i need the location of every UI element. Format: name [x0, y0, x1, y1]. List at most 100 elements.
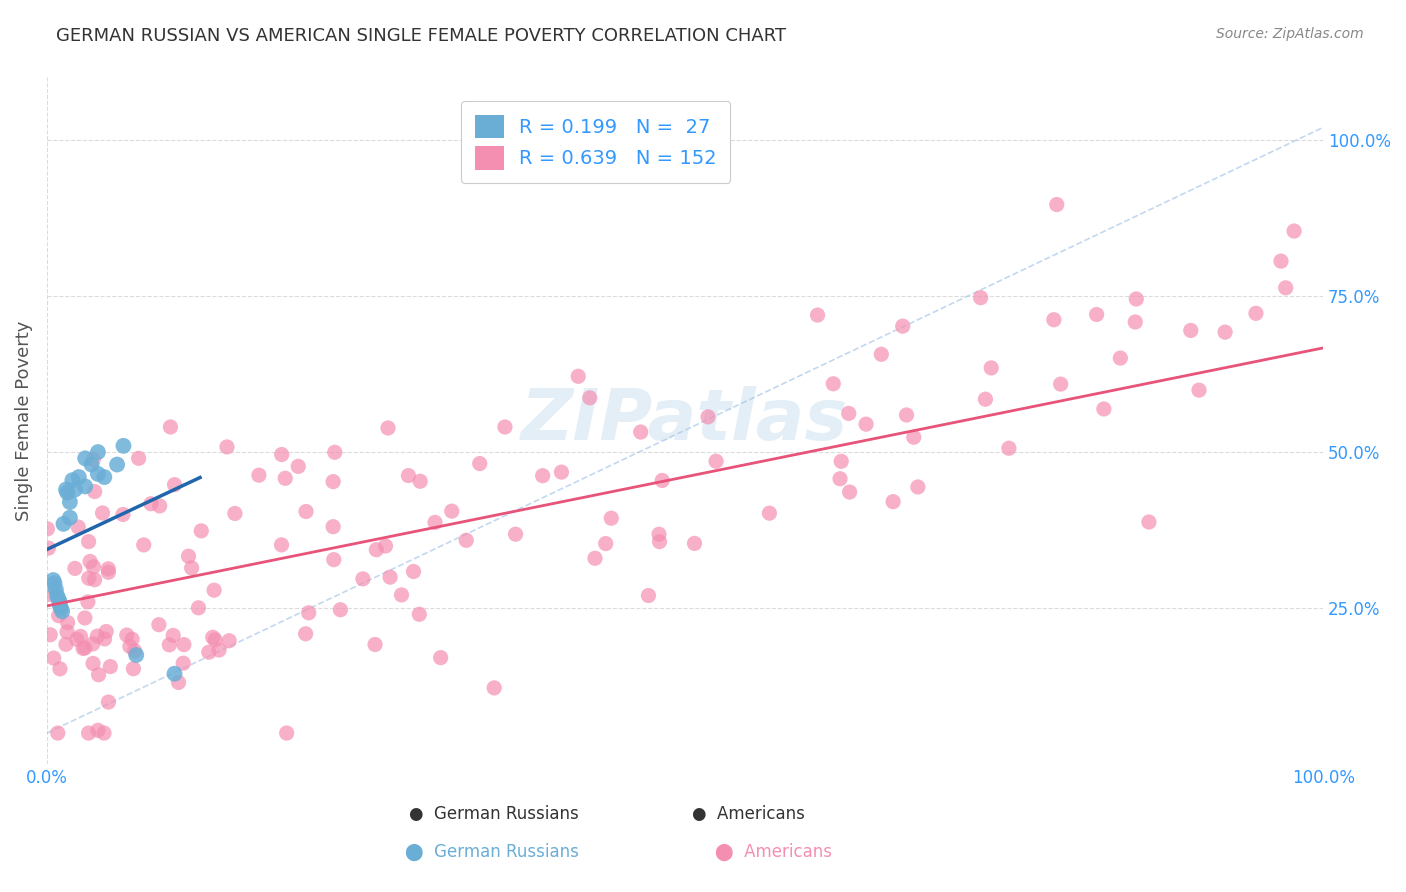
Point	[59, 510, 82, 524]
Point	[75, 451, 97, 466]
Point	[974, 392, 997, 407]
Point	[1180, 323, 1202, 337]
Point	[97, 695, 120, 709]
Point	[111, 508, 134, 522]
Point	[1043, 312, 1066, 326]
Point	[505, 527, 527, 541]
Point	[298, 606, 321, 620]
Point	[322, 552, 344, 566]
Point	[46, 726, 69, 740]
Point	[55, 483, 77, 497]
Point	[77, 571, 100, 585]
Point	[45, 582, 67, 597]
Point	[86, 629, 108, 643]
Point	[159, 420, 181, 434]
Point	[378, 570, 401, 584]
Point	[59, 495, 82, 509]
Point	[855, 417, 877, 432]
Point	[322, 475, 344, 489]
Point	[648, 527, 671, 541]
Point	[162, 628, 184, 642]
Point	[323, 445, 346, 459]
Point	[139, 497, 162, 511]
Point	[980, 360, 1002, 375]
Point	[903, 430, 925, 444]
Point	[48, 608, 70, 623]
Point	[48, 591, 70, 606]
Point	[77, 534, 100, 549]
Point	[96, 624, 118, 639]
Point	[482, 681, 505, 695]
Point	[75, 479, 97, 493]
Point	[105, 458, 128, 472]
Point	[56, 615, 79, 630]
Point	[758, 506, 780, 520]
Point	[172, 657, 194, 671]
Point	[93, 726, 115, 740]
Point	[148, 617, 170, 632]
Point	[77, 595, 100, 609]
Text: GERMAN RUSSIAN VS AMERICAN SINGLE FEMALE POVERTY CORRELATION CHART: GERMAN RUSSIAN VS AMERICAN SINGLE FEMALE…	[56, 27, 786, 45]
Point	[218, 633, 240, 648]
Point	[77, 726, 100, 740]
Point	[42, 573, 65, 587]
Point	[1188, 383, 1211, 397]
Point	[180, 561, 202, 575]
Point	[125, 648, 148, 662]
Point	[67, 470, 90, 484]
Point	[67, 520, 90, 534]
Point	[630, 425, 652, 439]
Point	[82, 637, 104, 651]
Point	[1213, 325, 1236, 339]
Point	[352, 572, 374, 586]
Point	[49, 662, 72, 676]
Point	[396, 468, 419, 483]
Point	[247, 468, 270, 483]
Point	[1046, 197, 1069, 211]
Point	[37, 541, 59, 555]
Point	[294, 627, 316, 641]
Point	[87, 467, 110, 481]
Point	[87, 667, 110, 681]
Point	[440, 504, 463, 518]
Point	[366, 542, 388, 557]
Point	[408, 607, 430, 622]
Point	[187, 600, 209, 615]
Point	[583, 551, 606, 566]
Point	[83, 573, 105, 587]
Point	[91, 506, 114, 520]
Point	[374, 539, 396, 553]
Point	[1092, 401, 1115, 416]
Point	[468, 457, 491, 471]
Point	[494, 420, 516, 434]
Point	[1109, 351, 1132, 365]
Point	[44, 576, 66, 591]
Y-axis label: Single Female Poverty: Single Female Poverty	[15, 320, 32, 521]
Point	[423, 516, 446, 530]
Point	[56, 624, 79, 639]
Legend: R = 0.199   N =  27, R = 0.639   N = 152: R = 0.199 N = 27, R = 0.639 N = 152	[461, 101, 731, 184]
Text: ⬤  German Russians: ⬤ German Russians	[405, 842, 579, 861]
Point	[274, 471, 297, 485]
Point	[83, 484, 105, 499]
Point	[69, 629, 91, 643]
Point	[73, 640, 96, 655]
Point	[882, 494, 904, 508]
Text: ZIPatlas: ZIPatlas	[522, 386, 849, 455]
Point	[704, 454, 727, 468]
Point	[87, 445, 110, 459]
Point	[870, 347, 893, 361]
Point	[270, 448, 292, 462]
Point	[600, 511, 623, 525]
Point	[167, 675, 190, 690]
Point	[550, 465, 572, 479]
Text: ⬤  Americans: ⬤ Americans	[714, 842, 832, 861]
Point	[402, 565, 425, 579]
Point	[907, 480, 929, 494]
Point	[73, 611, 96, 625]
Point	[93, 632, 115, 646]
Point	[52, 516, 75, 531]
Point	[48, 598, 70, 612]
Point	[63, 561, 86, 575]
Point	[295, 504, 318, 518]
